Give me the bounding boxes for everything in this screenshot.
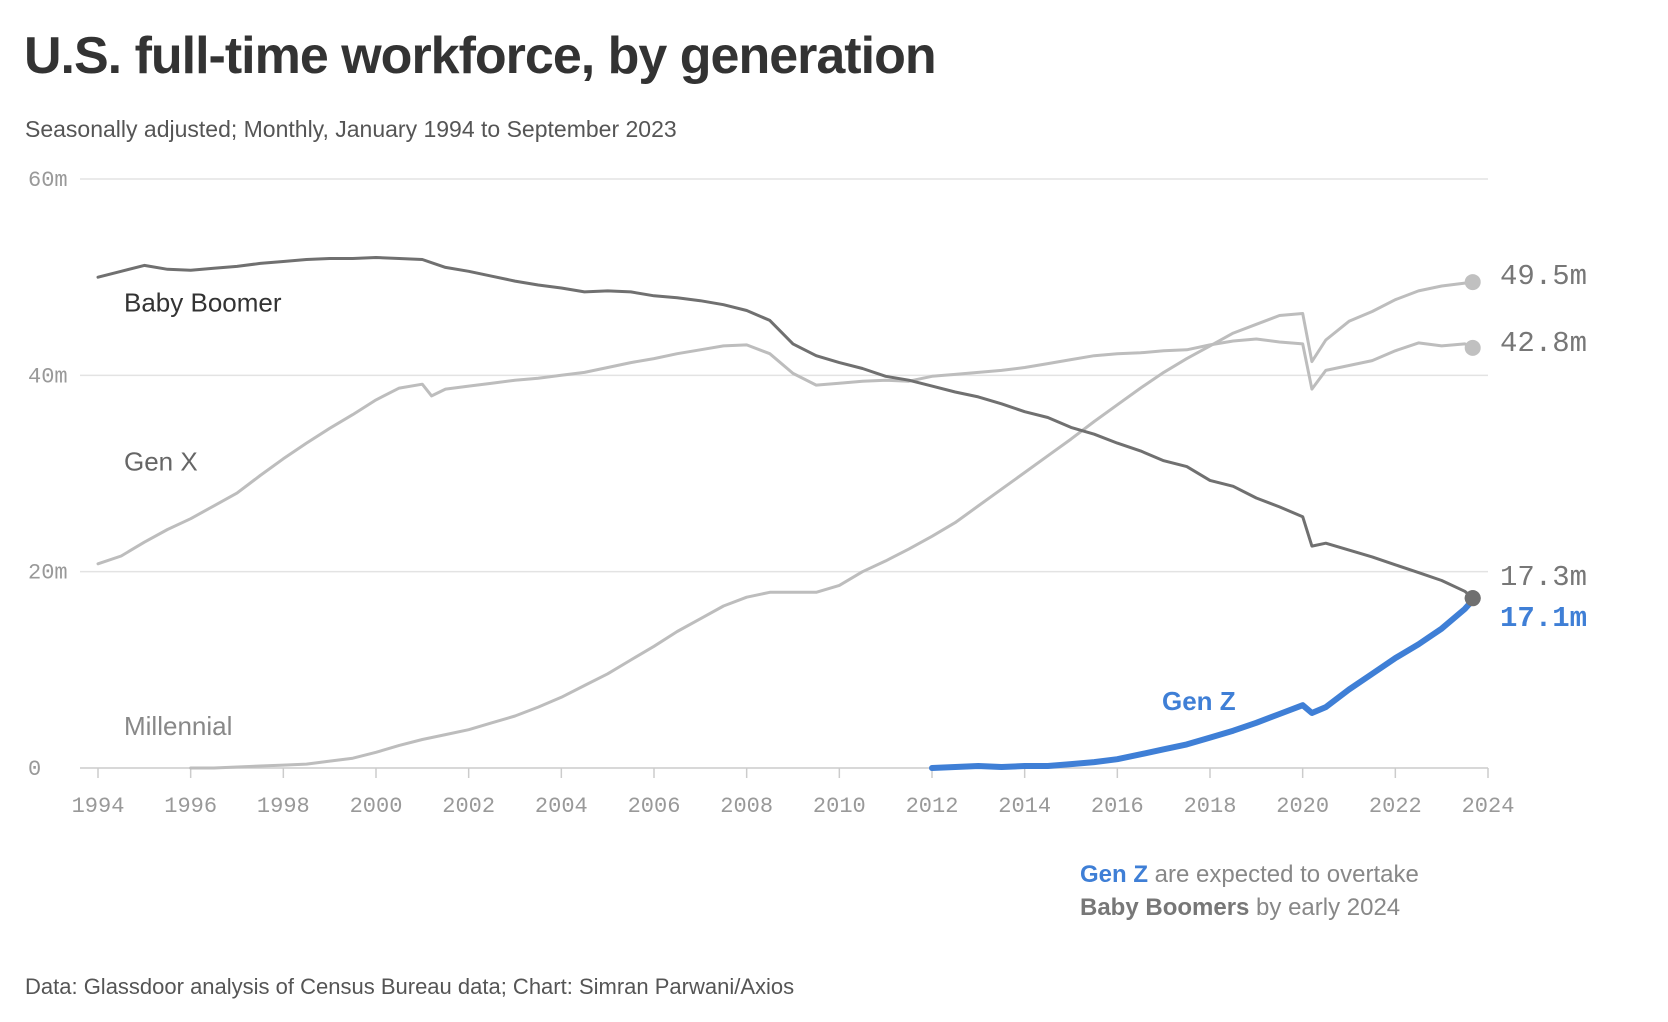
end-dot-baby-boomer-top bbox=[1464, 590, 1481, 607]
annotation-baby-boomers: Baby Boomers bbox=[1080, 894, 1250, 921]
x-tick-label: 2008 bbox=[720, 794, 773, 819]
series-line-gen-z bbox=[929, 597, 1476, 771]
source-note: Data: Glassdoor analysis of Census Burea… bbox=[25, 974, 795, 999]
x-tick-label: 2006 bbox=[628, 794, 681, 819]
end-dot-gen-x bbox=[1464, 339, 1481, 356]
series-label-gen-z: Gen Z bbox=[1162, 686, 1236, 716]
annotation-text-2: by early 2024 bbox=[1249, 894, 1401, 921]
end-dot-millennial bbox=[1464, 274, 1481, 291]
chart-subtitle: Seasonally adjusted; Monthly, January 19… bbox=[25, 116, 677, 142]
x-tick-label: 2002 bbox=[442, 794, 495, 819]
annotation-text-1: are expected to overtake bbox=[1148, 861, 1419, 888]
x-tick-label: 1994 bbox=[72, 794, 125, 819]
series-label-millennial: Millennial bbox=[124, 711, 232, 741]
series-labels: Gen X 42.8m Millennial 49.5m Baby Boomer 17.3… bbox=[124, 260, 1587, 741]
annotation-note: Gen Z are expected to overtake Baby Boom… bbox=[1080, 858, 1419, 924]
x-tick-label: 2014 bbox=[998, 794, 1051, 819]
chart-title: U.S. full-time workforce, by generation bbox=[24, 27, 937, 85]
end-label-millennial: 49.5m bbox=[1500, 260, 1587, 293]
x-tick-label: 1998 bbox=[257, 794, 310, 819]
x-axis: 1994 1996 1998 2000 2002 2004 2006 2008 2010 2012… bbox=[72, 768, 1515, 819]
end-label-baby-boomer: 17.3m bbox=[1500, 561, 1587, 594]
y-tick-label: 60m bbox=[28, 168, 68, 193]
x-tick-label: 2000 bbox=[350, 794, 403, 819]
x-tick-label: 2020 bbox=[1276, 794, 1329, 819]
grid-lines: 0 20m 40m 60m bbox=[28, 168, 1488, 782]
annotation-genz: Gen Z bbox=[1080, 861, 1149, 888]
x-tick-label: 2012 bbox=[906, 794, 959, 819]
series-label-baby-boomer: Baby Boomer bbox=[124, 288, 282, 318]
x-tick-label: 2022 bbox=[1369, 794, 1422, 819]
x-tick-label: 2018 bbox=[1184, 794, 1237, 819]
series-lines bbox=[96, 256, 1476, 771]
end-label-gen-z: 17.1m bbox=[1500, 602, 1587, 635]
y-tick-label: 20m bbox=[28, 561, 68, 586]
y-tick-label: 40m bbox=[28, 364, 68, 389]
x-tick-label: 2010 bbox=[813, 794, 866, 819]
series-line-baby-boomer bbox=[96, 256, 1475, 600]
end-label-gen-x: 42.8m bbox=[1500, 327, 1587, 360]
series-line-gen-x bbox=[96, 337, 1475, 566]
x-tick-label: 1996 bbox=[164, 794, 217, 819]
y-tick-label: 0 bbox=[28, 757, 41, 782]
x-tick-label: 2016 bbox=[1091, 794, 1144, 819]
x-tick-label: 2004 bbox=[535, 794, 588, 819]
x-tick-label: 2024 bbox=[1462, 794, 1515, 819]
series-line-millennial bbox=[189, 280, 1475, 770]
series-label-gen-x: Gen X bbox=[124, 447, 198, 477]
